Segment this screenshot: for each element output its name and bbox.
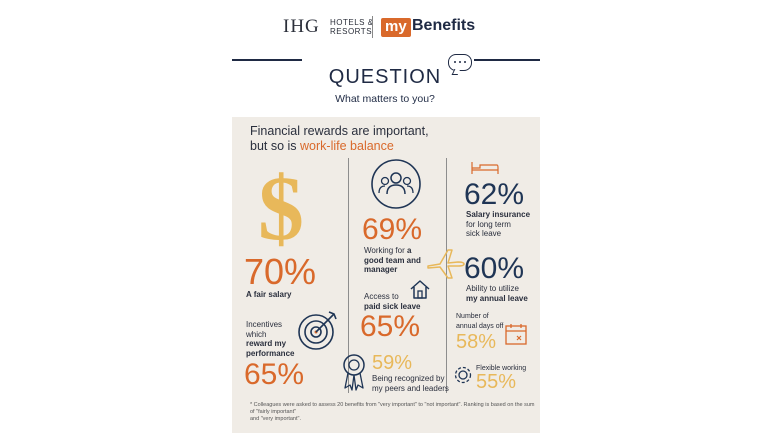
question-subtitle: What matters to you?: [335, 93, 435, 105]
recognized-line-1: Being recognized by: [372, 374, 445, 383]
annual-leave-line-1: Ability to utilize: [466, 284, 519, 293]
airplane-icon: [427, 249, 465, 279]
stat-days-off-label: Number of annual days off: [456, 312, 503, 331]
stat-salary-insurance-pct: 62%: [464, 178, 525, 211]
team-line-2-text: good team and: [364, 255, 421, 265]
logo-resorts: RESORTS: [330, 27, 373, 36]
house-icon: [410, 280, 430, 299]
fair-salary-text: A fair salary: [246, 290, 292, 299]
right-rule: [474, 59, 540, 61]
footnote-line-2: and "very important".: [250, 416, 301, 422]
salary-insurance-line-1: Salary insurance: [466, 210, 530, 220]
team-line-3: manager: [364, 265, 421, 275]
headline-line-1: Financial rewards are important,: [250, 124, 429, 138]
question-title: QUESTION: [328, 66, 442, 88]
stat-recognized-label: Being recognized by my peers and leaders: [372, 374, 449, 393]
recognized-line-2: my peers and leaders: [372, 383, 449, 393]
sick-leave-line-1: Access to: [364, 292, 399, 301]
column-divider-left: [348, 158, 349, 393]
stat-incentives-pct: 65%: [244, 358, 305, 391]
salary-insurance-line-2: for long term: [466, 219, 511, 229]
stat-sick-leave-label: Access to paid sick leave: [364, 292, 420, 311]
stat-fair-salary-label: A fair salary: [246, 290, 292, 300]
incentives-line-3: reward my: [246, 339, 294, 349]
hotels-resorts-logo-text: HOTELS & RESORTS: [330, 18, 374, 36]
incentives-line-4-text: performance: [246, 348, 295, 358]
stat-days-off-pct: 58%: [456, 331, 497, 353]
target-icon: [298, 311, 337, 350]
footnote: * Colleagues were asked to assess 20 ben…: [250, 402, 535, 423]
incentives-line-1: Incentives: [246, 320, 283, 329]
salary-insurance-line-3: sick leave: [466, 229, 502, 238]
dollar-icon: $: [258, 157, 304, 259]
stat-team-pct: 69%: [362, 213, 423, 246]
stat-incentives-label: Incentives which reward my performance: [246, 320, 294, 358]
headline-line-2-pre: but so is: [250, 139, 301, 153]
team-line-1-text: Working for: [364, 246, 407, 255]
headline-line-2: but so is work-life balance: [250, 139, 429, 154]
left-rule: [232, 59, 302, 61]
bed-icon: [471, 162, 499, 174]
logo-hotels: HOTELS &: [330, 18, 374, 27]
sick-leave-line-2-text: paid sick leave: [364, 301, 421, 311]
stat-sick-leave-pct: 65%: [360, 310, 421, 343]
salary-insurance-line-1-text: Salary insurance: [466, 210, 531, 219]
ihg-logo-text: IHG: [283, 16, 320, 37]
incentives-line-3-text: reward my: [246, 339, 287, 348]
incentives-line-2: which: [246, 329, 267, 339]
my-logo-badge: my: [381, 18, 411, 37]
stat-flexible-pct: 55%: [476, 371, 517, 393]
headline-highlight: work-life balance: [300, 139, 394, 153]
sick-leave-line-2: paid sick leave: [364, 302, 420, 312]
annual-leave-line-2-text: my annual leave: [466, 293, 528, 303]
stat-annual-leave-pct: 60%: [464, 252, 525, 285]
stat-recognized-pct: 59%: [372, 352, 413, 374]
footnote-line-1: * Colleagues were asked to assess 20 ben…: [250, 402, 535, 415]
benefits-logo-text: Benefits: [412, 17, 476, 34]
stat-salary-insurance-label: Salary insurance for long term sick leav…: [466, 210, 530, 239]
team-line-1-bold: a: [406, 246, 412, 255]
speech-bubble-icon: [448, 54, 472, 71]
annual-leave-line-2: my annual leave: [466, 294, 528, 304]
team-icon: [371, 159, 421, 209]
team-line-1: Working for a: [364, 246, 421, 256]
team-line-3-text: manager: [364, 265, 398, 274]
panel-headline: Financial rewards are important, but so …: [250, 124, 429, 154]
incentives-line-4: performance: [246, 349, 294, 359]
logo-divider: [372, 16, 373, 38]
gear-icon: [454, 366, 472, 384]
stat-annual-leave-label: Ability to utilize my annual leave: [466, 284, 528, 303]
days-off-line-2: annual days off: [456, 322, 504, 330]
calendar-icon: [505, 324, 527, 345]
stat-team-label: Working for a good team and manager: [364, 246, 421, 275]
stat-fair-salary-pct: 70%: [244, 251, 317, 292]
stat-flexible-label: Flexible working: [476, 365, 527, 372]
award-ribbon-icon: [343, 354, 365, 391]
days-off-line-1: Number of: [456, 313, 489, 320]
team-line-2: good team and: [364, 256, 421, 266]
